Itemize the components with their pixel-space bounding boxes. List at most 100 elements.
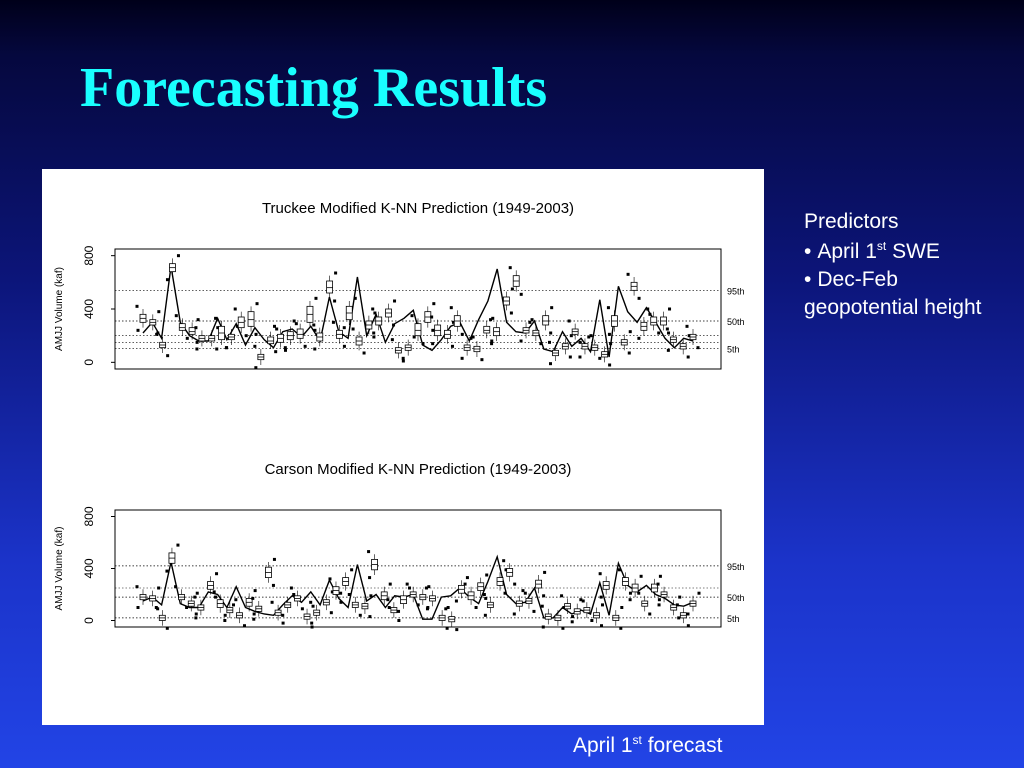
outlier-point — [176, 254, 180, 258]
outlier-point — [214, 316, 218, 320]
outlier-point — [292, 593, 296, 596]
outlier-point — [353, 296, 357, 300]
outlier-point — [194, 616, 198, 620]
outlier-point — [567, 319, 571, 323]
outlier-point — [657, 598, 661, 602]
outlier-point — [587, 335, 591, 339]
predictors-box: Predictors • April 1st SWE • Dec-Feb geopo… — [804, 208, 1014, 322]
outlier-point — [451, 320, 455, 324]
outlier-point — [185, 336, 189, 340]
outlier-point — [392, 323, 396, 327]
slide-title: Forecasting Results — [80, 57, 548, 119]
outlier-point — [646, 307, 650, 311]
outlier-point — [657, 603, 661, 607]
outlier-point — [234, 598, 238, 602]
outlier-point — [600, 624, 604, 628]
outlier-point — [504, 568, 508, 572]
outlier-point — [401, 356, 405, 360]
outlier-point — [599, 595, 603, 599]
outlier-point — [252, 617, 256, 621]
outlier-point — [195, 340, 199, 344]
outlier-point — [569, 334, 573, 338]
box-iqr — [178, 323, 186, 331]
outlier-point — [455, 628, 459, 632]
chart-title: Truckee Modified K-NN Prediction (1949-2… — [262, 200, 574, 217]
outlier-point — [275, 327, 279, 331]
outlier-point — [135, 304, 139, 308]
outlier-point — [347, 593, 351, 596]
outlier-point — [568, 355, 572, 359]
outlier-point — [194, 612, 198, 616]
outlier-point — [242, 624, 246, 628]
outlier-point — [607, 332, 611, 336]
percentile-label: 5th — [727, 614, 740, 624]
outlier-point — [350, 568, 354, 572]
outlier-point — [362, 351, 366, 355]
outlier-point — [445, 626, 449, 630]
outlier-point — [465, 576, 469, 580]
box-iqr — [414, 323, 422, 337]
outlier-point — [542, 594, 546, 598]
predictor-item-swe-text: April 1 — [817, 240, 877, 263]
outlier-point — [450, 344, 454, 348]
outlier-point — [342, 326, 346, 330]
outlier-point — [678, 595, 682, 599]
percentile-label: 5th — [727, 344, 740, 354]
outlier-point — [626, 272, 630, 276]
outlier-point — [561, 626, 565, 630]
outlier-point — [460, 356, 464, 360]
predictor-item-geopotential-text: Dec-Feb geopotential height — [804, 268, 982, 319]
outlier-point — [311, 604, 315, 608]
outlier-point — [667, 331, 671, 335]
outlier-point — [491, 316, 495, 320]
outlier-point — [331, 320, 335, 324]
predictor-item-swe: • April 1st SWE — [804, 238, 1014, 266]
y-tick-label: 400 — [82, 558, 96, 578]
outlier-point — [519, 292, 523, 296]
predictor-item-swe-sup: st — [876, 239, 887, 253]
outlier-point — [397, 619, 401, 622]
outlier-point — [303, 344, 307, 348]
outlier-point — [578, 355, 582, 359]
outlier-point — [270, 600, 274, 604]
outlier-point — [509, 311, 513, 315]
outlier-point — [696, 346, 700, 350]
y-tick-label: 800 — [82, 245, 96, 265]
outlier-point — [549, 331, 553, 335]
outlier-point — [578, 340, 582, 344]
outlier-point — [686, 355, 690, 359]
outlier-point — [223, 613, 227, 617]
y-axis-label: AMJJ Volume (kaf) — [54, 267, 65, 351]
outlier-point — [687, 334, 691, 338]
outlier-point — [251, 596, 255, 600]
outlier-point — [314, 296, 318, 300]
y-axis-label: AMJJ Volume (kaf) — [54, 527, 65, 611]
outlier-point — [579, 598, 583, 602]
predictor-item-geopotential: • Dec-Feb geopotential height — [804, 266, 1014, 322]
caption-sup: st — [632, 733, 642, 747]
y-tick-label: 0 — [82, 617, 96, 624]
outlier-point — [310, 625, 314, 629]
predictors-heading: Predictors — [804, 210, 899, 233]
outlier-point — [373, 311, 377, 315]
outlier-point — [292, 319, 296, 323]
outlier-point — [484, 596, 488, 600]
outlier-point — [215, 347, 219, 351]
outlier-point — [358, 613, 362, 617]
outlier-point — [157, 586, 161, 590]
outlier-point — [390, 338, 394, 342]
outlier-point — [215, 572, 219, 576]
outlier-point — [216, 326, 220, 330]
outlier-point — [521, 589, 525, 593]
outlier-point — [310, 621, 314, 625]
outlier-point — [273, 324, 276, 328]
outlier-point — [637, 296, 641, 300]
outlier-point — [549, 362, 552, 366]
outlier-point — [281, 621, 285, 625]
outlier-point — [408, 586, 412, 590]
outlier-point — [523, 591, 527, 595]
y-tick-label: 0 — [82, 359, 96, 366]
outlier-point — [628, 591, 632, 595]
outlier-point — [685, 324, 689, 328]
outlier-point — [157, 310, 161, 314]
